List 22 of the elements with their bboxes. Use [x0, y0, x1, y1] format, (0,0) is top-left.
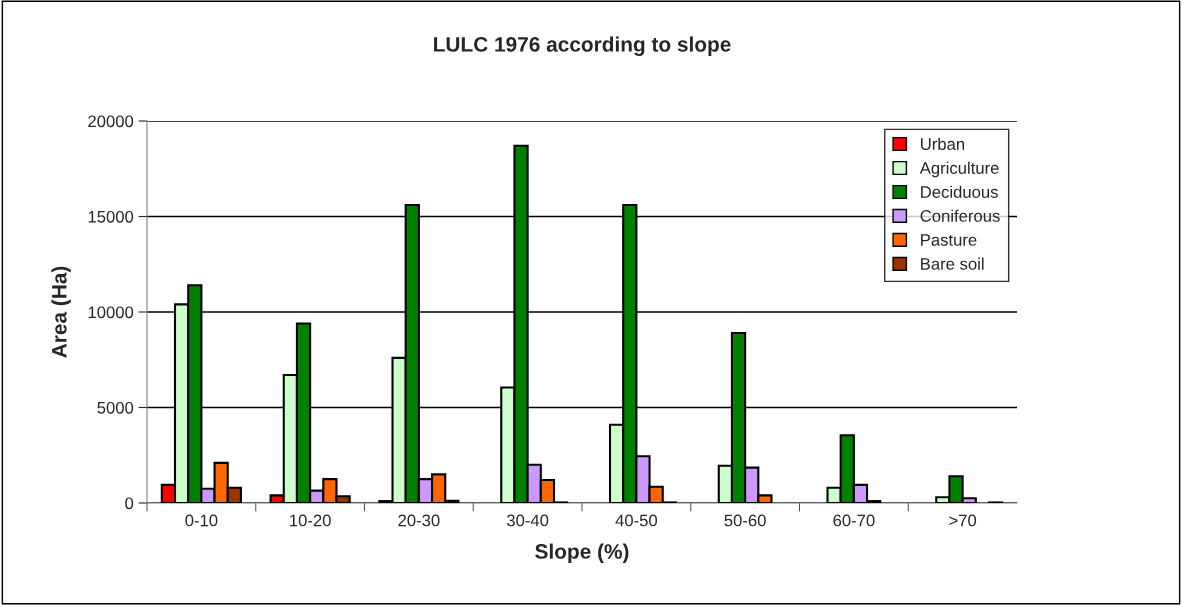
x-tick-label: 40-50 [615, 514, 658, 527]
x-tick-label: 50-60 [724, 514, 766, 527]
x-tick-label: 0-10 [185, 514, 218, 527]
x-tick-label: 20-30 [398, 514, 440, 527]
x-tick-label: 10-20 [290, 514, 331, 527]
x-tick-label: 30-40 [506, 514, 549, 527]
x-tick-label: >70 [949, 514, 977, 527]
x-axis-title: Slope (%) [535, 543, 629, 563]
chart-title: LULC 1976 according to slope [434, 36, 731, 56]
y-tick-label: 0 [125, 497, 134, 510]
x-tick-label: 60-70 [833, 514, 875, 527]
y-tick-label: 5000 [97, 401, 134, 414]
legend-label: Deciduous [921, 185, 998, 198]
legend-label: Pasture [921, 234, 977, 246]
legend-label: Agriculture [919, 161, 999, 178]
y-tick-label: 20000 [88, 115, 134, 128]
y-tick-label: 10000 [88, 306, 134, 319]
legend-label: Urban [921, 137, 965, 150]
legend-label: Coniferous [920, 209, 1000, 222]
y-axis-title: Area (Ha) [51, 266, 71, 358]
y-tick-label: 15000 [88, 210, 134, 223]
legend-label: Bare soil [921, 257, 984, 270]
